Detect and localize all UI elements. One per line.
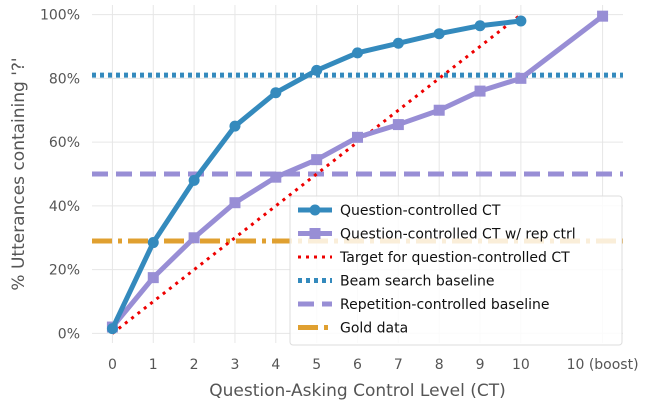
x-tick-label: 6 [353,357,362,373]
data-point [106,323,118,335]
data-point [597,10,609,22]
legend-label: Question-controlled CT [340,203,501,219]
y-tick-label: 20% [49,263,80,279]
data-point [433,28,445,40]
data-point [229,120,241,132]
x-tick-label: 4 [271,357,280,373]
x-tick-label: 1 [149,357,158,373]
y-tick-label: 40% [49,199,80,215]
tick-labels: 0 1 2 3 4 5 6 7 8 9 10 10 (boost) 0% 20% 40% 60% 80% 100% [40,8,639,373]
x-tick-label: 10 (boost) [567,357,639,373]
data-point [433,104,445,116]
series [106,10,609,335]
data-point [474,20,486,32]
data-point [229,197,241,209]
data-point [270,87,282,99]
x-tick-label: 7 [394,357,403,373]
data-point [352,47,363,59]
data-point [515,15,527,27]
x-tick-label: 0 [108,357,117,373]
data-point [352,131,363,143]
data-point [311,154,323,166]
data-point [392,119,404,131]
legend-label: Gold data [340,321,408,337]
x-tick-label: 9 [476,357,485,373]
legend-label: Repetition-controlled baseline [340,297,549,313]
y-tick-label: 60% [49,135,80,151]
data-point [147,237,159,249]
legend-marker [309,204,321,216]
y-tick-label: 0% [58,326,80,342]
data-point [147,272,159,284]
x-tick-label: 5 [312,357,321,373]
x-tick-label: 10 [512,357,530,373]
data-point [188,174,200,186]
y-tick-label: 80% [49,71,80,87]
data-point [392,37,404,49]
legend-label: Beam search baseline [340,274,494,290]
legend-label: Target for question-controlled CT [339,250,570,266]
x-tick-label: 8 [435,357,444,373]
legend-box [289,195,623,346]
legend-label: Question-controlled CT w/ rep ctrl [340,227,576,243]
x-axis-label: Question-Asking Control Level (CT) [209,381,505,401]
data-point [311,64,323,76]
data-point [474,85,486,97]
data-point [270,171,282,183]
legend: Question-controlled CT Question-controlle… [289,195,623,346]
y-tick-label: 100% [40,8,80,24]
legend-marker [309,228,321,239]
x-tick-label: 2 [190,357,199,373]
data-point [188,232,200,244]
data-point [515,72,527,84]
series-line [110,14,605,329]
y-axis-label: % Utterances containing '?' [9,57,29,290]
x-tick-label: 3 [231,357,240,373]
